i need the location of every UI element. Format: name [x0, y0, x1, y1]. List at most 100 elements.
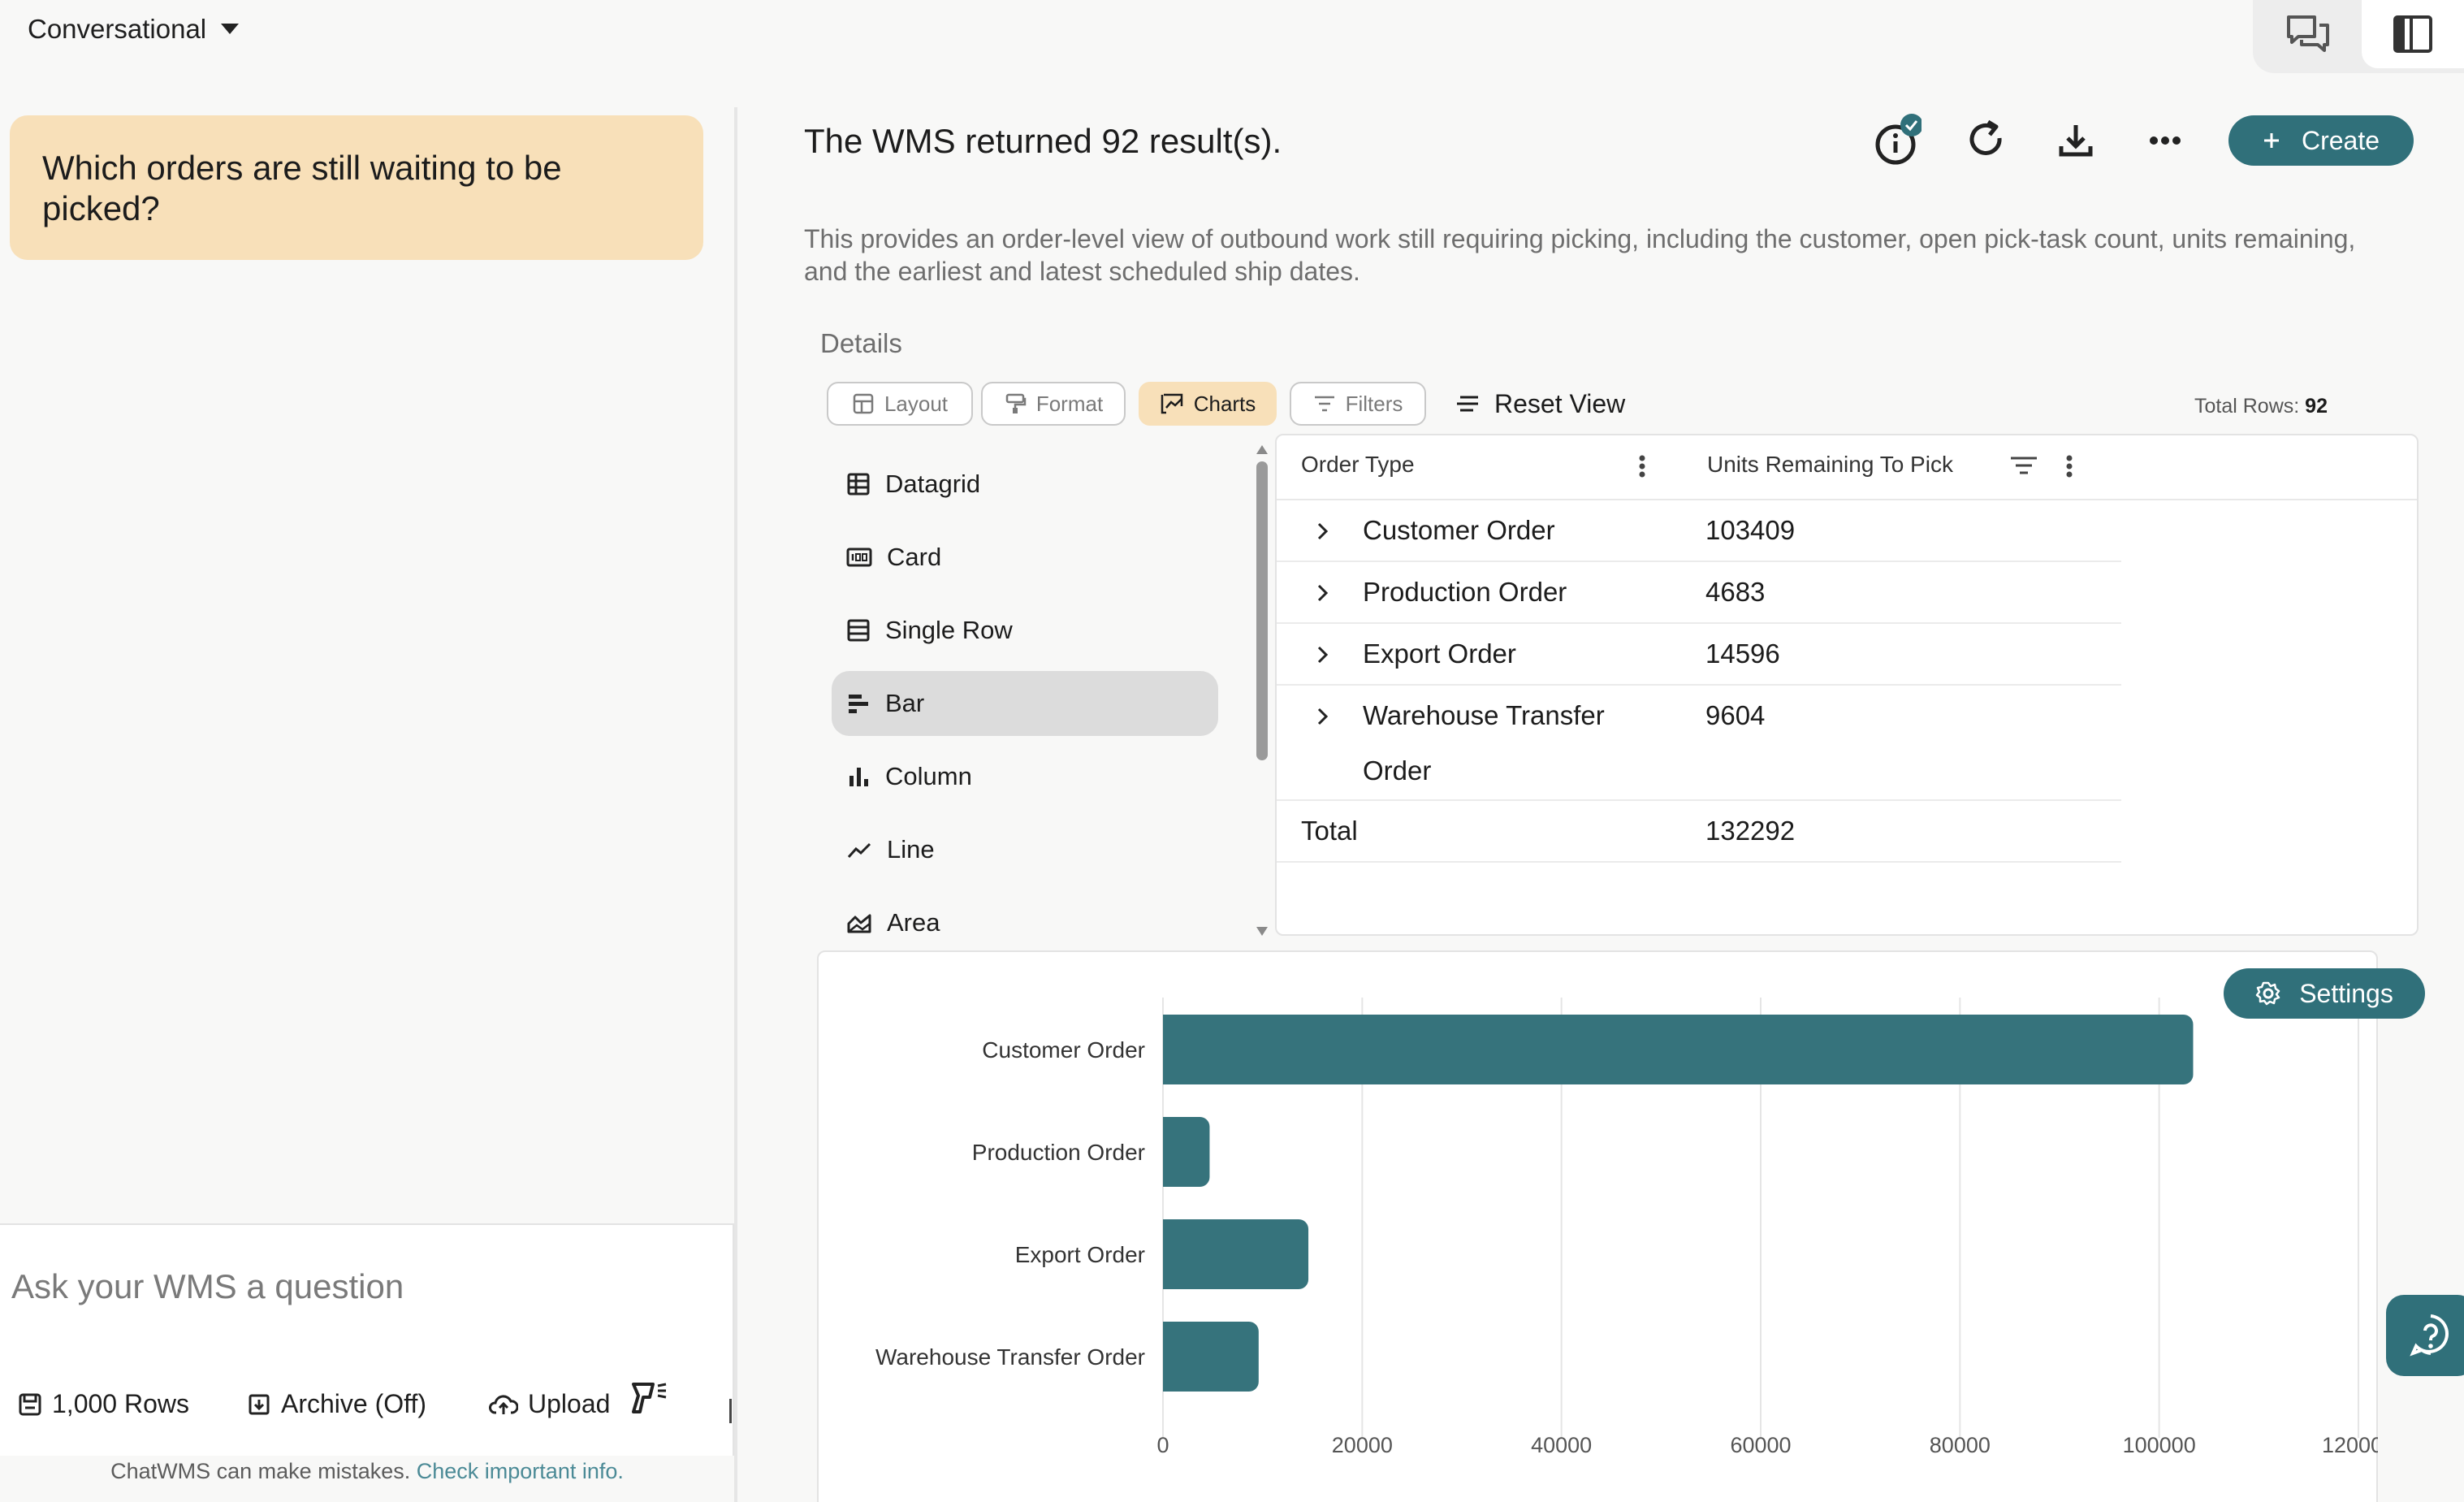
table-row[interactable]: Production Order 4683	[1277, 562, 2121, 624]
view-type-bar[interactable]: Bar	[832, 671, 1218, 736]
cloud-upload-icon	[489, 1392, 518, 1417]
chat-bubbles-icon	[2287, 15, 2329, 52]
view-type-card[interactable]: Card	[832, 525, 1218, 590]
order-type-cell: Customer Order	[1363, 515, 1555, 545]
more-horizontal-icon	[2150, 136, 2181, 145]
question-input[interactable]	[11, 1257, 710, 1316]
bar[interactable]	[1163, 1015, 2194, 1084]
bar[interactable]	[1163, 1117, 1210, 1187]
reset-view-label: Reset View	[1494, 388, 1626, 418]
column-chart-icon	[846, 764, 871, 789]
table-row[interactable]: Customer Order 103409	[1277, 500, 2121, 562]
scroll-up-arrow-icon[interactable]	[1256, 445, 1268, 454]
important-info-link[interactable]: Check important info.	[416, 1459, 624, 1483]
column-header-units-remaining[interactable]: Units Remaining To Pick	[1707, 452, 1953, 477]
card-number-icon	[846, 547, 872, 568]
split-panel-icon	[2393, 15, 2432, 53]
bar-base	[1163, 1015, 1174, 1084]
order-type-cell-wrap: Order	[1363, 755, 1432, 786]
archive-toggle-button[interactable]: Archive (Off)	[247, 1389, 426, 1419]
more-vertical-icon	[1639, 455, 1645, 478]
help-question-icon	[2410, 1314, 2449, 1357]
units-cell: 4683	[1705, 577, 1766, 607]
refresh-button[interactable]	[1960, 114, 2012, 166]
archive-label: Archive (Off)	[281, 1389, 426, 1418]
rows-limit-label: 1,000 Rows	[52, 1389, 189, 1418]
category-label: Production Order	[972, 1140, 1145, 1165]
chevron-right-icon[interactable]	[1312, 707, 1332, 726]
chevron-right-icon[interactable]	[1312, 522, 1332, 541]
create-label: Create	[2301, 125, 2380, 155]
x-tick-label: 60000	[1730, 1433, 1791, 1457]
chart-settings-button[interactable]: Settings	[2224, 968, 2425, 1019]
units-cell: 9604	[1705, 700, 1766, 730]
download-button[interactable]	[2050, 114, 2102, 166]
scanner-gun-icon	[630, 1381, 668, 1415]
table-row[interactable]: Warehouse Transfer Order 9604	[1277, 686, 2121, 801]
mode-label: Conversational	[28, 14, 207, 44]
view-type-label: Bar	[885, 689, 925, 717]
user-message-text: Which orders are still waiting to be pic…	[42, 149, 562, 227]
more-options-button[interactable]	[2139, 114, 2191, 166]
view-type-datagrid[interactable]: Datagrid	[832, 452, 1218, 517]
composer: 1,000 Rows Archive (Off) Upload	[0, 1223, 734, 1456]
scroll-down-arrow-icon[interactable]	[1256, 927, 1268, 936]
column-filter-button[interactable]	[2009, 453, 2038, 479]
more-vertical-icon	[2066, 455, 2073, 478]
view-type-column[interactable]: Column	[832, 744, 1218, 809]
view-type-label: Area	[887, 908, 940, 937]
charts-label: Charts	[1193, 391, 1256, 416]
column-header-order-type[interactable]: Order Type	[1301, 452, 1415, 477]
total-rows: Total Rows: 92	[2194, 395, 2328, 418]
reset-view-button[interactable]: Reset View	[1455, 385, 1625, 422]
view-type-line[interactable]: Line	[832, 817, 1218, 882]
table-row[interactable]: Export Order 14596	[1277, 624, 2121, 686]
view-type-label: Card	[887, 543, 942, 571]
column-menu-button[interactable]	[1634, 450, 1650, 483]
bar[interactable]	[1163, 1322, 1259, 1392]
info-check-icon	[1875, 114, 1921, 165]
barcode-scanner-button[interactable]	[630, 1381, 668, 1415]
result-title: The WMS returned 92 result(s).	[804, 122, 1282, 160]
view-type-list: Datagrid Card Single Row Bar Column Line…	[832, 452, 1221, 939]
help-button[interactable]	[2386, 1295, 2464, 1376]
result-description: This provides an order-level view of out…	[804, 224, 2356, 286]
filters-button[interactable]: Filters	[1290, 382, 1426, 426]
reset-lines-icon	[1455, 395, 1480, 413]
chevron-right-icon[interactable]	[1312, 583, 1332, 603]
panel-divider[interactable]	[734, 107, 737, 1502]
format-button[interactable]: Format	[981, 382, 1126, 426]
split-view-button[interactable]	[2362, 0, 2464, 68]
bar-base	[1163, 1117, 1174, 1187]
disclaimer-text: ChatWMS can make mistakes.	[110, 1459, 411, 1483]
total-value: 132292	[1705, 816, 1796, 846]
view-type-area[interactable]: Area	[832, 890, 1218, 955]
table-grid-icon	[846, 472, 871, 496]
upload-button[interactable]: Upload	[489, 1389, 610, 1419]
user-message-bubble: Which orders are still waiting to be pic…	[10, 115, 703, 260]
view-switcher	[2253, 0, 2464, 73]
chart-icon	[1160, 392, 1184, 415]
bar-base	[1163, 1322, 1174, 1392]
info-button[interactable]	[1870, 114, 1921, 166]
single-row-icon	[846, 618, 871, 643]
view-list-scrollbar[interactable]	[1254, 445, 1270, 936]
chevron-right-icon[interactable]	[1312, 645, 1332, 664]
scrollbar-thumb[interactable]	[1256, 461, 1268, 760]
header-divider	[1277, 499, 2417, 500]
view-type-single-row[interactable]: Single Row	[832, 598, 1218, 663]
create-button[interactable]: Create	[2228, 115, 2414, 166]
order-type-cell: Production Order	[1363, 577, 1567, 607]
caret-down-icon	[221, 24, 240, 35]
bar[interactable]	[1163, 1219, 1309, 1289]
layout-button[interactable]: Layout	[827, 382, 973, 426]
bar-base	[1163, 1219, 1174, 1289]
composer-divider	[729, 1399, 732, 1423]
charts-button[interactable]: Charts	[1139, 382, 1277, 426]
chat-view-button[interactable]	[2282, 10, 2334, 58]
mode-dropdown[interactable]: Conversational	[28, 11, 240, 47]
rows-limit-button[interactable]: 1,000 Rows	[18, 1389, 189, 1419]
settings-label: Settings	[2299, 978, 2393, 1008]
category-label: Export Order	[1015, 1242, 1145, 1267]
column-menu-button[interactable]	[2061, 450, 2077, 483]
